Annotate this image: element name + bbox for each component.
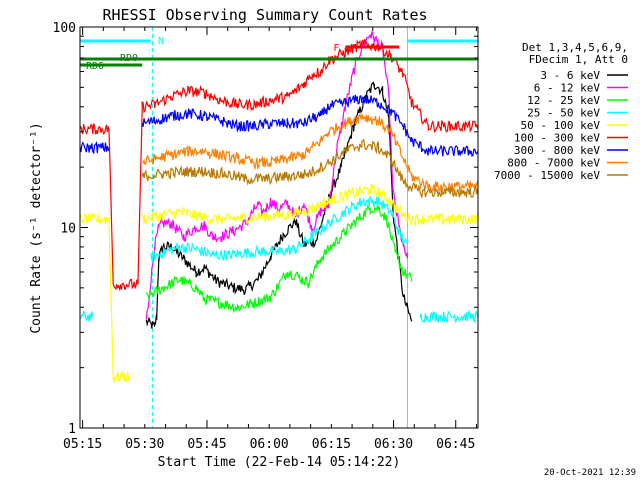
state-bar-label-rd6: RD6 bbox=[86, 61, 104, 72]
y-axis-label: Count Rate (s⁻¹ detector⁻¹) bbox=[29, 122, 44, 333]
y-tick-label: 100 bbox=[53, 21, 76, 36]
legend-entry-label: 100 - 300 keV bbox=[514, 132, 600, 145]
x-tick-label: 06:00 bbox=[250, 437, 289, 452]
timestamp: 20-Oct-2021 12:39 bbox=[544, 468, 636, 478]
state-bar-label-f: F bbox=[333, 43, 339, 54]
attenuator-bars: N RD0 RD6 F bbox=[80, 36, 478, 72]
tick-labels: 05:15 05:30 05:45 06:00 06:15 06:30 06:45 1 10 10… bbox=[53, 21, 478, 452]
legend-header-line: FDecim 1, Att 0 bbox=[529, 53, 628, 66]
legend-entry-label: 300 - 800 keV bbox=[514, 144, 600, 157]
x-tick-label: 06:15 bbox=[312, 437, 351, 452]
series-line-100-300-kev bbox=[79, 39, 479, 292]
x-tick-label: 06:30 bbox=[374, 437, 413, 452]
state-bar-label-rd0: RD0 bbox=[120, 53, 138, 64]
x-tick-label: 05:15 bbox=[63, 437, 102, 452]
legend-entry-label: 800 - 7000 keV bbox=[507, 157, 600, 170]
series-line-12-25-kev bbox=[145, 203, 413, 314]
y-tick-label: 10 bbox=[60, 222, 76, 237]
legend-entry-label: 3 - 6 keV bbox=[540, 69, 600, 82]
series-line-50-100-kev bbox=[79, 183, 479, 384]
x-tick-label: 05:30 bbox=[125, 437, 164, 452]
series-line-3-6-kev bbox=[145, 81, 413, 329]
series-layer bbox=[79, 31, 479, 384]
state-bar-label-n: N bbox=[158, 36, 164, 47]
series-line-25-50-kev bbox=[79, 195, 479, 324]
x-tick-label: 06:45 bbox=[436, 437, 475, 452]
legend-entry-label: 7000 - 15000 keV bbox=[494, 169, 600, 182]
series-line-800-7000-kev bbox=[142, 112, 479, 194]
x-tick-label: 05:45 bbox=[187, 437, 226, 452]
legend-entry-label: 25 - 50 keV bbox=[527, 107, 600, 120]
legend-entry-label: 12 - 25 keV bbox=[527, 94, 600, 107]
series-line-7000-15000-kev bbox=[141, 138, 479, 198]
legend-header-line: Det 1,3,4,5,6,9, bbox=[522, 41, 628, 54]
y-tick-label: 1 bbox=[68, 422, 76, 437]
legend: Det 1,3,4,5,6,9,FDecim 1, Att 0 3 - 6 keV… bbox=[494, 41, 628, 182]
x-axis-label: Start Time (22-Feb-14 05:14:22) bbox=[158, 455, 401, 470]
series-line-300-800-kev bbox=[79, 94, 479, 158]
legend-entry-label: 50 - 100 keV bbox=[521, 119, 601, 132]
chart-title: RHESSI Observing Summary Count Rates bbox=[102, 6, 427, 24]
legend-entry-label: 6 - 12 keV bbox=[534, 82, 601, 95]
